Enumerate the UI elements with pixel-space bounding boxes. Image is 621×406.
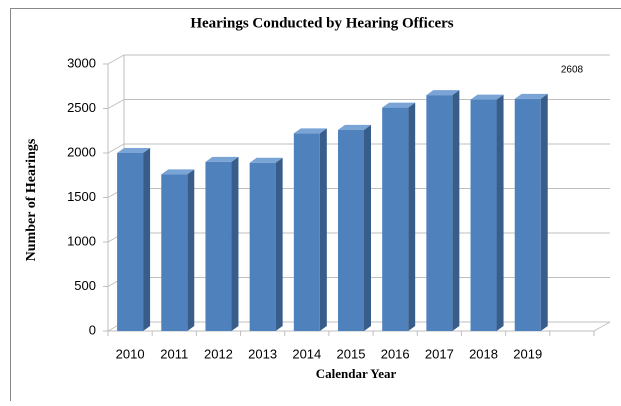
chart-title: Hearings Conducted by Hearing Officers xyxy=(190,15,453,31)
x-tick-label: 2015 xyxy=(337,346,366,361)
bar xyxy=(117,153,143,331)
bar-side xyxy=(187,169,194,331)
y-tick-label: 0 xyxy=(89,322,96,337)
x-tick-label: 2013 xyxy=(248,346,277,361)
x-tick-label: 2010 xyxy=(116,346,145,361)
grid-side xyxy=(108,100,124,109)
y-tick-label: 3000 xyxy=(67,55,96,70)
data-label: 2608 xyxy=(561,65,584,76)
bar xyxy=(294,133,320,331)
bar xyxy=(382,108,408,331)
bar-side xyxy=(143,148,150,331)
bar-side xyxy=(320,128,327,331)
bar xyxy=(471,100,497,331)
bar xyxy=(426,95,452,331)
grid-side xyxy=(108,55,124,64)
floor-right xyxy=(594,322,610,331)
y-tick-label: 2000 xyxy=(67,144,96,159)
bar-side xyxy=(276,158,283,331)
bar xyxy=(205,162,231,331)
x-tick-label: 2014 xyxy=(292,346,321,361)
y-tick-label: 500 xyxy=(74,278,96,293)
bar-side xyxy=(541,94,548,331)
y-tick-label: 2500 xyxy=(67,100,96,115)
bar-side xyxy=(408,103,415,331)
bar-side xyxy=(231,157,238,331)
y-tick-label: 1500 xyxy=(67,189,96,204)
x-axis-title: Calendar Year xyxy=(316,366,397,381)
y-axis-title: Number of Hearings xyxy=(24,138,39,261)
bar-side xyxy=(364,125,371,331)
bar-side xyxy=(497,95,504,331)
x-tick-label: 2011 xyxy=(160,346,188,361)
x-tick-label: 2012 xyxy=(204,346,233,361)
y-tick-label: 1000 xyxy=(67,233,96,248)
x-tick-label: 2018 xyxy=(469,346,498,361)
x-tick-label: 2019 xyxy=(513,346,542,361)
bar-side xyxy=(452,90,459,331)
bar xyxy=(338,130,364,331)
x-tick-label: 2017 xyxy=(425,346,454,361)
bar xyxy=(161,174,187,331)
bar xyxy=(515,99,541,331)
x-tick-label: 2016 xyxy=(381,346,410,361)
bar xyxy=(250,163,276,331)
